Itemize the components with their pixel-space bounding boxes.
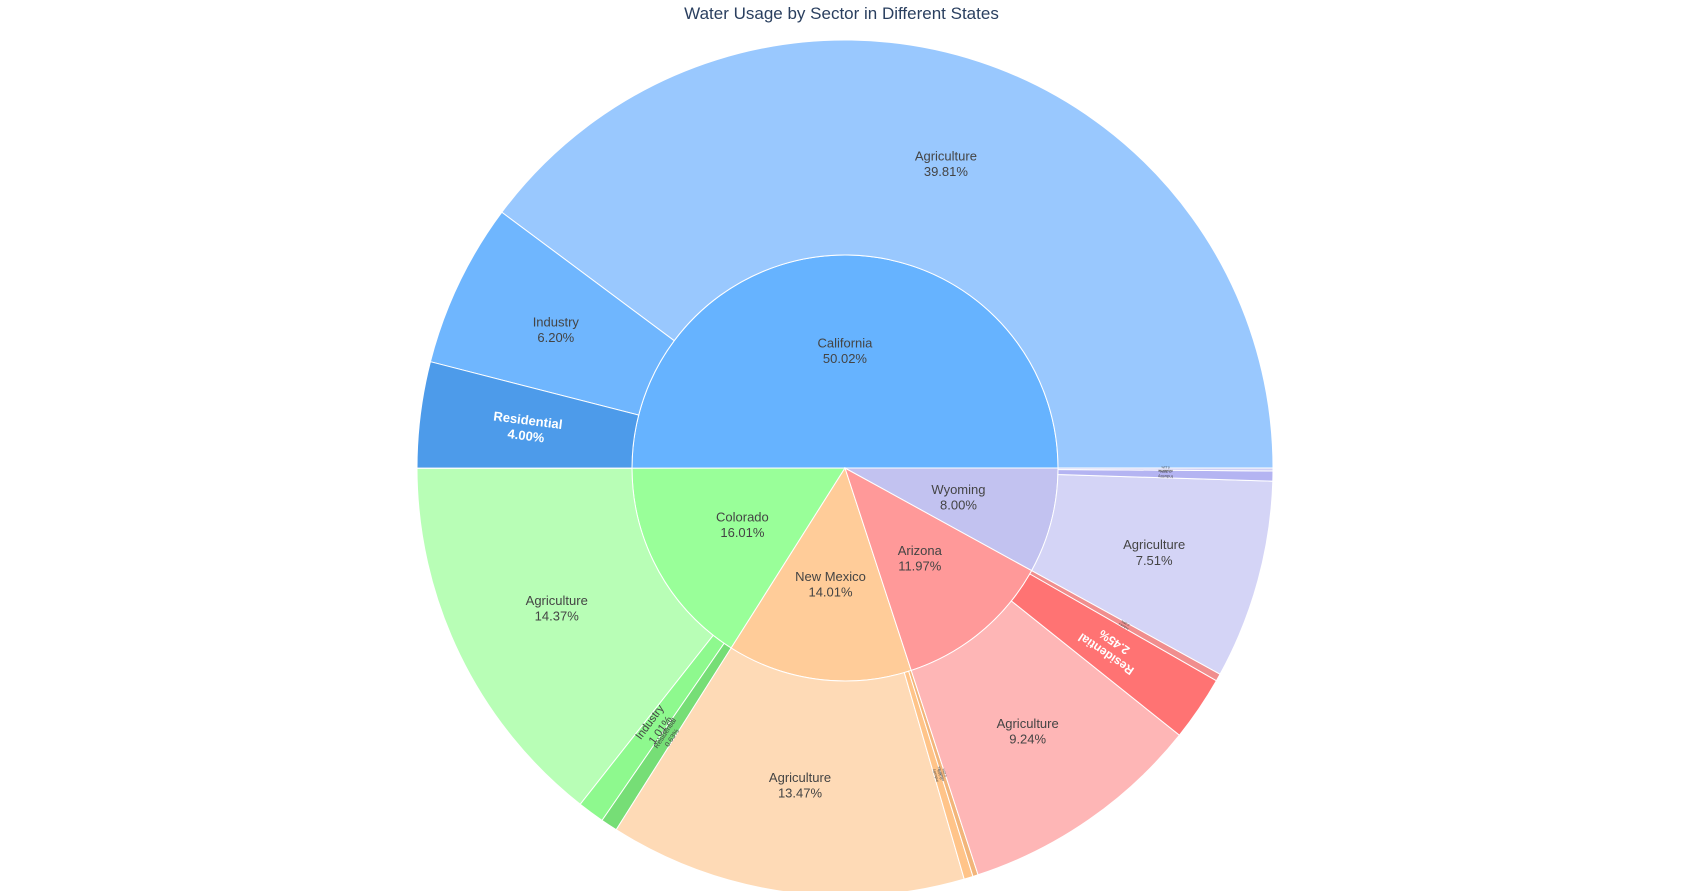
state-label-arizona: Arizona 11.97% (898, 543, 943, 574)
sector-label-new-mexico-residential: Residential0.20% (937, 765, 949, 782)
sector-label-new-mexico-agriculture: Agriculture 13.47% (769, 770, 831, 801)
sector-label-colorado-agriculture: Agriculture 14.37% (526, 593, 588, 624)
sector-slice-new-mexico-agriculture[interactable] (615, 647, 965, 891)
sector-label-arizona-industry: Industry0.28% (1117, 618, 1131, 630)
state-label-colorado: Colorado 16.01% (716, 509, 769, 540)
sector-slice-wyoming-residential[interactable] (1057, 467, 1274, 472)
sector-label-california-agriculture: Agriculture 39.81% (915, 149, 977, 180)
state-label-new-mexico: New Mexico 14.01% (795, 569, 866, 600)
sunburst-rings (416, 39, 1274, 891)
sector-label-new-mexico-industry: Industry0.34% (932, 767, 944, 782)
sector-label-wyoming-agriculture: Agriculture 7.51% (1123, 537, 1185, 568)
sector-slice-california-agriculture[interactable] (501, 39, 1274, 469)
sector-label-arizona-agriculture: Agriculture 9.24% (997, 716, 1059, 747)
state-label-wyoming: Wyoming 8.00% (931, 482, 985, 513)
sector-label-california-industry: Industry 6.20% (533, 315, 580, 346)
sector-label-california-residential: Residential4.00% (491, 408, 564, 447)
chart-title: Water Usage by Sector in Different State… (684, 4, 999, 23)
sector-slice-colorado-agriculture[interactable] (416, 467, 714, 805)
sector-label-wyoming-residential: Residential0.11% (1158, 465, 1173, 473)
state-label-california: California 50.02% (817, 336, 873, 367)
sector-label-wyoming-industry: Industry0.38% (1157, 469, 1173, 479)
